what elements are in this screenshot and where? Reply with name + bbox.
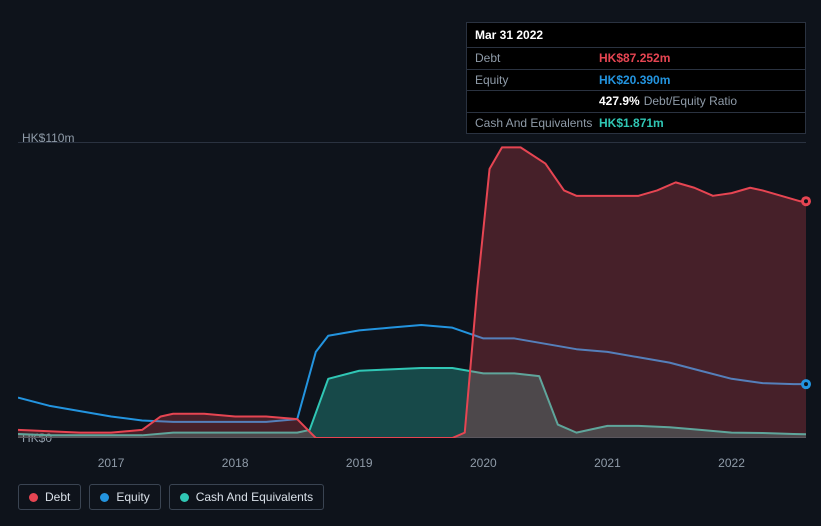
chart-svg[interactable] bbox=[0, 0, 821, 526]
debt-equity-chart-container: Mar 31 2022 Debt HK$87.252m Equity HK$20… bbox=[0, 0, 821, 526]
legend-label-cash: Cash And Equivalents bbox=[196, 490, 313, 504]
chart-legend: Debt Equity Cash And Equivalents bbox=[18, 484, 324, 510]
legend-swatch-cash bbox=[180, 493, 189, 502]
legend-item-cash[interactable]: Cash And Equivalents bbox=[169, 484, 324, 510]
legend-label-equity: Equity bbox=[116, 490, 149, 504]
legend-item-equity[interactable]: Equity bbox=[89, 484, 160, 510]
legend-swatch-equity bbox=[100, 493, 109, 502]
legend-item-debt[interactable]: Debt bbox=[18, 484, 81, 510]
legend-swatch-debt bbox=[29, 493, 38, 502]
legend-label-debt: Debt bbox=[45, 490, 70, 504]
